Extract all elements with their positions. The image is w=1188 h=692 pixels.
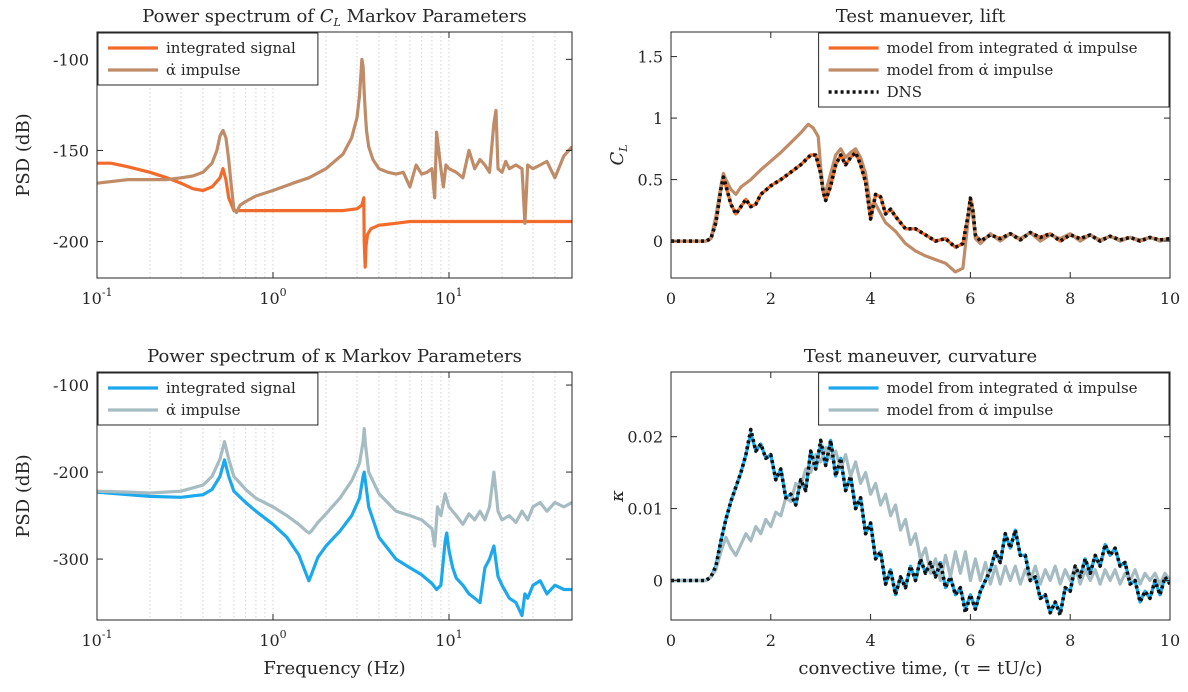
x-tick-label: 2 <box>766 289 776 308</box>
legend-label: model from integrated α̇ impulse <box>887 39 1138 57</box>
y-tick-label: -100 <box>53 376 89 395</box>
x-tick-label: 0 <box>666 631 676 650</box>
legend: model from integrated α̇ impulse model fr… <box>818 32 1170 108</box>
x-tick-label: 100 <box>259 286 286 308</box>
chart-title: Test maneuver, curvature <box>804 346 1037 367</box>
y-tick-label: 0 <box>653 571 663 590</box>
x-tick-label: 6 <box>965 289 975 308</box>
x-tick-label: 10-1 <box>81 628 112 650</box>
legend-label: α̇ impulse <box>166 401 241 419</box>
y-tick-label: -300 <box>53 550 89 569</box>
x-tick-label: 101 <box>435 628 462 650</box>
legend-label: integrated signal <box>166 39 296 57</box>
legend: model from integrated α̇ impulse model fr… <box>818 372 1170 426</box>
y-tick-label: 0 <box>653 232 663 251</box>
x-tick-label: 6 <box>965 631 975 650</box>
legend-box <box>97 32 319 86</box>
x-tick-label: 10 <box>1160 631 1180 650</box>
y-tick-label: 0.01 <box>627 500 663 519</box>
chart-title: Power spectrum of CL Markov Parameters <box>142 6 527 29</box>
series-line-1 <box>97 458 572 618</box>
legend-box <box>818 372 1170 426</box>
x-tick-label: 10 <box>1160 289 1180 308</box>
series-line-2 <box>671 445 1170 586</box>
x-tick-label: 4 <box>866 631 876 650</box>
y-tick-label: -150 <box>53 141 89 160</box>
legend-label: model from α̇ impulse <box>887 401 1054 419</box>
axes-frame <box>670 371 1171 621</box>
series-line-3 <box>671 150 1170 250</box>
y-tick-label: 1.5 <box>638 48 663 67</box>
x-tick-label: 0 <box>666 289 676 308</box>
y-axis-label: PSD (dB) <box>13 113 34 196</box>
x-tick-label: 10-1 <box>81 286 112 308</box>
legend-label: DNS <box>887 83 922 101</box>
y-axis-label: κ <box>607 490 628 503</box>
x-tick-label: 8 <box>1065 631 1075 650</box>
series-line-1 <box>97 161 572 269</box>
x-axis-label: convective time, (τ = tU/c) <box>798 658 1042 679</box>
legend: integrated signal α̇ impulse <box>97 32 319 86</box>
y-tick-label: -200 <box>53 463 89 482</box>
series-line-2 <box>671 122 1170 274</box>
y-tick-label: 0.02 <box>627 428 663 447</box>
axes-frame <box>670 31 1171 279</box>
x-tick-label: 8 <box>1065 289 1075 308</box>
y-axis-label: PSD (dB) <box>13 454 34 537</box>
series-line-3 <box>671 427 1170 617</box>
legend-label: α̇ impulse <box>166 61 241 79</box>
legend-label: model from integrated α̇ impulse <box>887 379 1138 397</box>
chart-title: Power spectrum of κ Markov Parameters <box>147 346 522 367</box>
panel-4: 0 2 4 6 8 10 0 0.01 0.02 Test maneuver, curvature… <box>607 346 1180 679</box>
y-tick-label: 0.5 <box>638 171 663 190</box>
legend: integrated signal α̇ impulse <box>97 372 319 426</box>
panel-1: 10-1 100 101 -200 -150 -100 Power spectrum of … <box>13 6 573 308</box>
series-line-2 <box>97 427 572 548</box>
y-tick-label: -100 <box>53 50 89 69</box>
x-tick-label: 2 <box>766 631 776 650</box>
y-axis-label: CL <box>607 144 630 165</box>
x-tick-label: 4 <box>866 289 876 308</box>
chart-title: Test manuever, lift <box>836 6 1006 27</box>
x-axis-label: Frequency (Hz) <box>263 658 405 679</box>
y-tick-label: 1 <box>653 109 663 128</box>
x-tick-label: 100 <box>259 628 286 650</box>
legend-label: model from α̇ impulse <box>887 61 1054 79</box>
x-tick-label: 101 <box>435 286 462 308</box>
y-tick-label: -200 <box>53 233 89 252</box>
panel-3: 10-1 100 101 -300 -200 -100 Power spectrum of … <box>13 346 573 679</box>
axes-frame <box>96 371 573 621</box>
series-line-2 <box>97 57 572 225</box>
axes-frame <box>96 31 573 279</box>
legend-label: integrated signal <box>166 379 296 397</box>
panel-2: 0 2 4 6 8 10 0 0.5 1 1.5 Test manuever, lift CL mode… <box>607 6 1180 308</box>
legend-box <box>97 372 319 426</box>
